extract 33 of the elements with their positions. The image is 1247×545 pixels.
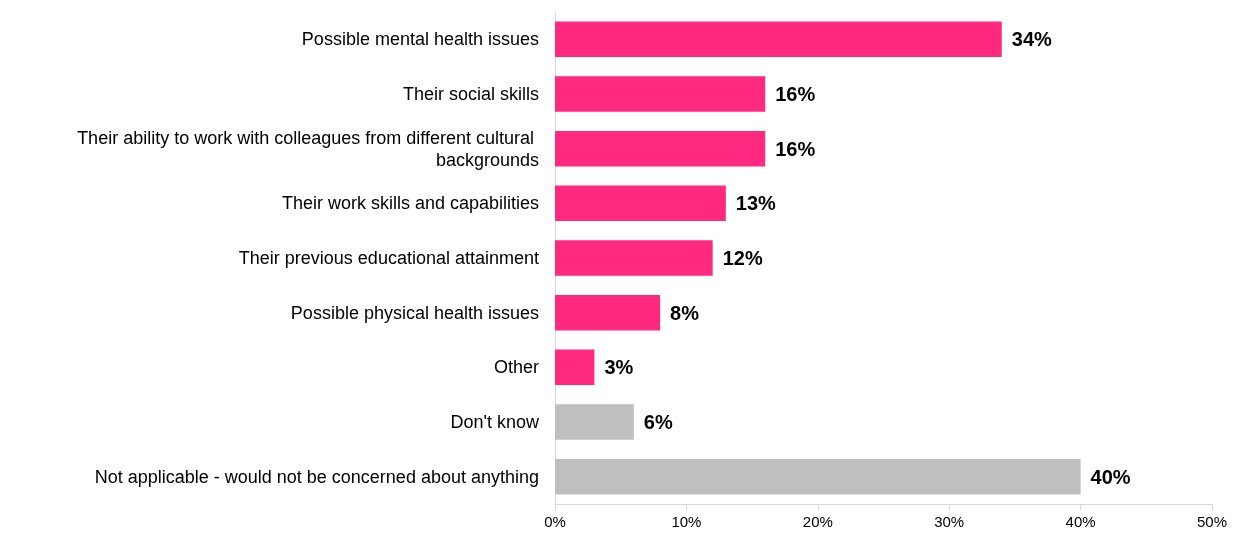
bar [555, 240, 713, 276]
x-tick-label: 0% [544, 513, 566, 530]
y-tick-label: Possible physical health issues [290, 302, 539, 323]
y-tick-label: Their work skills and capabilities [281, 193, 539, 214]
x-tick-label: 40% [1065, 513, 1096, 530]
data-label: 3% [604, 356, 634, 379]
data-label: 16% [775, 137, 816, 160]
bar [555, 76, 766, 112]
bar [555, 294, 661, 331]
bar [555, 458, 1081, 495]
bar [555, 21, 1002, 58]
x-tick-label: 50% [1196, 513, 1228, 530]
y-tick-label: Possible mental health issues [301, 29, 539, 50]
data-label: 6% [643, 411, 673, 433]
data-label: 40% [1090, 465, 1131, 488]
x-tick-label: 10% [671, 513, 702, 530]
bar [555, 404, 634, 440]
y-tick-label: Their social skills [402, 84, 539, 104]
bar [555, 349, 595, 386]
data-label: 13% [735, 192, 777, 215]
x-tick-label: 20% [802, 513, 833, 530]
bar [555, 130, 766, 167]
data-label: 8% [670, 301, 700, 324]
y-tick-label: Other [493, 357, 539, 378]
bar [555, 185, 726, 222]
y-tick-label: Don't know [450, 412, 540, 432]
y-tick-label: Their ability to work with colleagues from different cultural backgrounds [77, 127, 539, 170]
data-label: 34% [1011, 28, 1053, 51]
y-tick-label: Not applicable - would not be concerned about anything [94, 466, 539, 487]
data-label: 16% [775, 83, 816, 105]
x-tick-label: 30% [934, 513, 965, 530]
y-tick-label: Their previous educational attainment [238, 248, 539, 268]
data-label: 12% [722, 247, 763, 269]
